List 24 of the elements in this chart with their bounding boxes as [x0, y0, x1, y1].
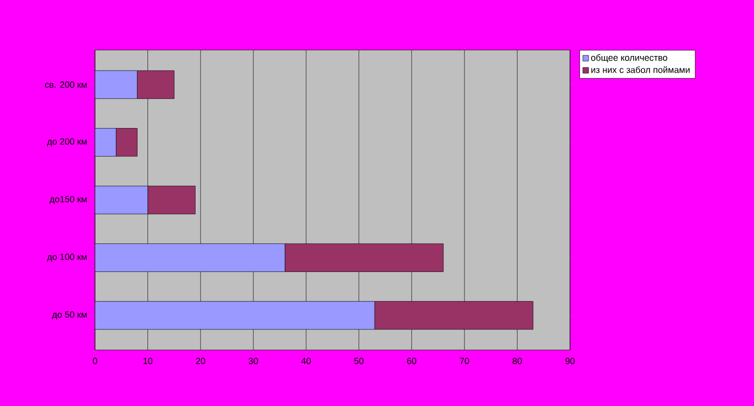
- x-tick-label: 10: [143, 358, 152, 364]
- y-tick-label: до 50 км: [52, 311, 87, 320]
- bar: [95, 243, 286, 272]
- y-tick-label: до150 км: [50, 196, 87, 204]
- y-tick-label: до 100 км: [47, 254, 87, 262]
- bar: [95, 186, 148, 214]
- x-tick-label: 0: [92, 358, 98, 364]
- bar: [95, 128, 116, 157]
- x-tick-label: 40: [301, 358, 311, 364]
- x-tick-label: 20: [196, 358, 206, 364]
- x-tick-label: 50: [354, 358, 364, 364]
- bar: [95, 301, 375, 330]
- legend-label: из них с забол поймами: [591, 66, 690, 73]
- x-tick-label: 30: [248, 358, 258, 364]
- x-tick-label: 70: [460, 358, 470, 364]
- bar: [95, 70, 138, 99]
- bar: [116, 128, 138, 157]
- y-tick-label: св. 200 км: [45, 81, 87, 88]
- x-tick-label: 90: [565, 358, 575, 364]
- y-tick-label: до 200 км: [47, 138, 87, 146]
- x-tick-label: 80: [512, 358, 522, 364]
- x-tick-label: 60: [407, 358, 416, 364]
- bar: [148, 186, 196, 214]
- legend-label: общее количество: [591, 54, 668, 63]
